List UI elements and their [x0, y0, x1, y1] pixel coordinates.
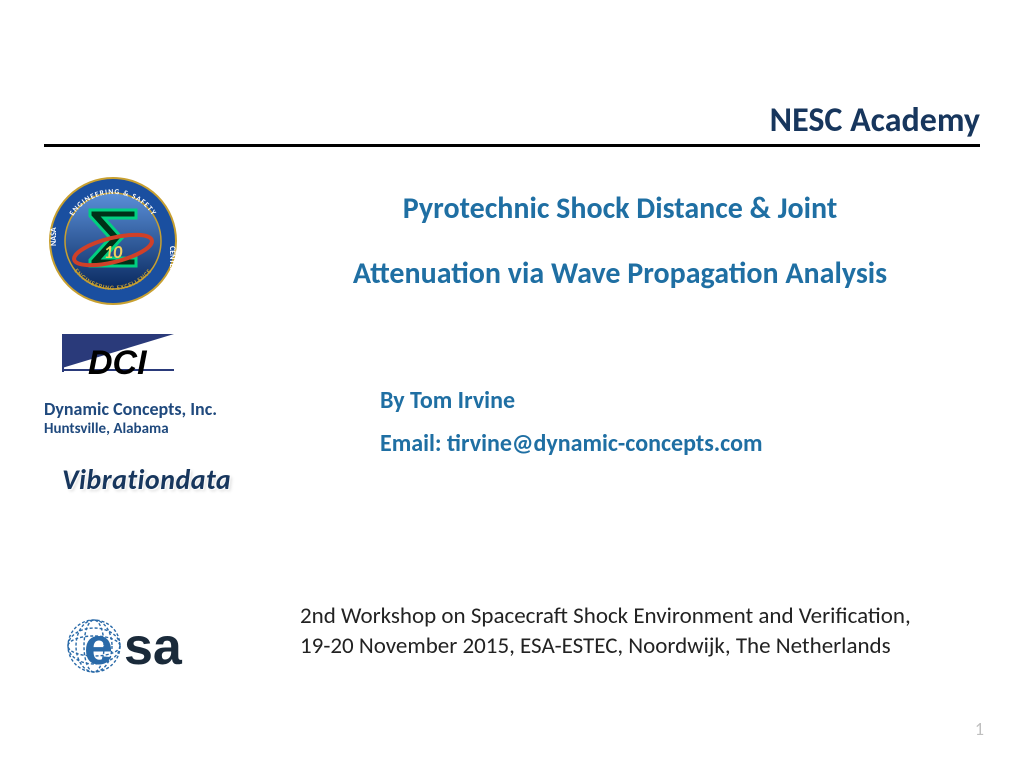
author-block: By Tom Irvine Email: tirvine@dynamic-con…: [380, 386, 763, 472]
workshop-citation: 2nd Workshop on Spacecraft Shock Environ…: [300, 602, 920, 662]
esa-logo: e sa: [62, 614, 242, 678]
svg-text:e: e: [84, 618, 113, 676]
header-title: NESC Academy: [770, 100, 980, 141]
svg-text:NASA: NASA: [49, 227, 59, 246]
page-number: 1: [975, 718, 984, 740]
author-email: Email: tirvine@dynamic-concepts.com: [380, 429, 763, 458]
dci-caption: Dynamic Concepts, Inc. Huntsville, Alaba…: [44, 398, 284, 438]
vibrationdata-label: Vibrationdata: [62, 462, 231, 497]
author-byline: By Tom Irvine: [380, 386, 763, 415]
nesc-badge-logo: ENGINEERING & SAFETY ENGINEERING EXCELLE…: [48, 176, 178, 306]
title-line-2: Attenuation via Wave Propagation Analysi…: [300, 255, 940, 292]
svg-text:sa: sa: [124, 618, 183, 676]
dci-company-name: Dynamic Concepts, Inc.: [44, 398, 284, 420]
title-line-1: Pyrotechnic Shock Distance & Joint: [300, 190, 940, 227]
header-divider: [44, 144, 980, 147]
dci-logo: DCI: [44, 330, 188, 386]
svg-text:10: 10: [104, 241, 123, 263]
svg-text:DCI: DCI: [88, 344, 148, 382]
presentation-title: Pyrotechnic Shock Distance & Joint Atten…: [300, 190, 940, 320]
svg-text:CENTER: CENTER: [167, 246, 177, 272]
dci-location: Huntsville, Alabama: [44, 420, 284, 438]
